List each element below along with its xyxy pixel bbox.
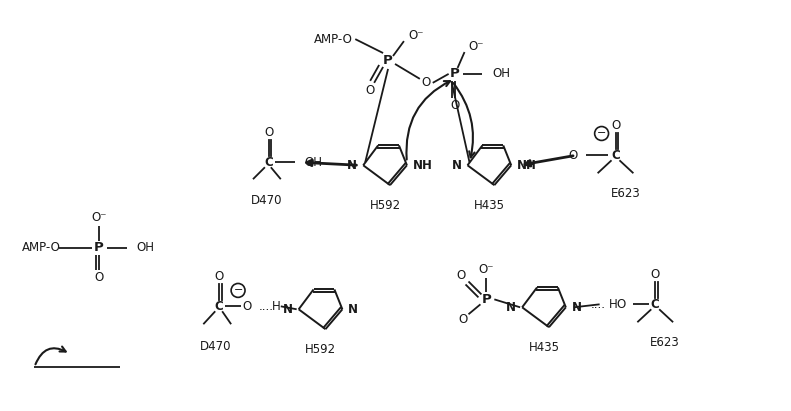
Text: N: N	[506, 301, 517, 314]
Text: NH: NH	[413, 159, 433, 172]
Text: H592: H592	[305, 342, 336, 356]
Text: O: O	[456, 269, 465, 282]
Text: N: N	[452, 159, 462, 172]
Text: H435: H435	[474, 199, 505, 212]
Text: NH: NH	[517, 159, 537, 172]
Text: O: O	[264, 126, 274, 139]
Text: ....: ....	[591, 298, 606, 311]
Text: E623: E623	[650, 335, 680, 349]
Text: AMP-O: AMP-O	[22, 241, 61, 254]
Text: O⁻: O⁻	[468, 39, 484, 53]
Text: P: P	[383, 55, 393, 67]
Text: O: O	[421, 76, 430, 89]
Text: O: O	[242, 300, 252, 313]
Text: C: C	[215, 300, 224, 313]
Text: H435: H435	[528, 341, 559, 353]
Text: N: N	[572, 301, 582, 314]
Text: N: N	[348, 303, 358, 316]
Text: O⁻: O⁻	[408, 29, 423, 42]
Text: D470: D470	[199, 339, 231, 353]
Text: AMP-O: AMP-O	[313, 32, 352, 46]
Text: −: −	[233, 285, 243, 296]
Text: O: O	[611, 119, 620, 132]
Text: −: −	[597, 129, 606, 139]
Text: H: H	[271, 300, 280, 313]
Text: O: O	[214, 270, 224, 283]
Text: O⁻: O⁻	[479, 263, 494, 276]
Text: O: O	[569, 149, 577, 162]
Text: O: O	[94, 271, 104, 284]
Text: OH: OH	[492, 67, 510, 81]
Text: D470: D470	[251, 194, 282, 207]
Text: O: O	[458, 313, 467, 326]
Text: C: C	[264, 156, 273, 169]
Text: N: N	[282, 303, 293, 316]
Text: O: O	[651, 268, 660, 281]
Text: E623: E623	[611, 187, 640, 200]
Text: H592: H592	[369, 199, 400, 212]
Text: OH: OH	[305, 156, 323, 169]
Text: N: N	[347, 159, 358, 172]
Text: P: P	[94, 241, 104, 254]
Text: O: O	[616, 298, 626, 311]
Text: P: P	[450, 67, 460, 81]
Text: H: H	[609, 298, 618, 311]
Text: C: C	[611, 149, 620, 162]
Text: C: C	[651, 298, 660, 311]
Text: P: P	[482, 293, 491, 306]
Text: ....: ....	[259, 300, 274, 313]
Text: OH: OH	[137, 241, 155, 254]
Text: O: O	[365, 84, 375, 97]
Text: O⁻: O⁻	[91, 211, 107, 224]
Text: O: O	[450, 99, 460, 112]
